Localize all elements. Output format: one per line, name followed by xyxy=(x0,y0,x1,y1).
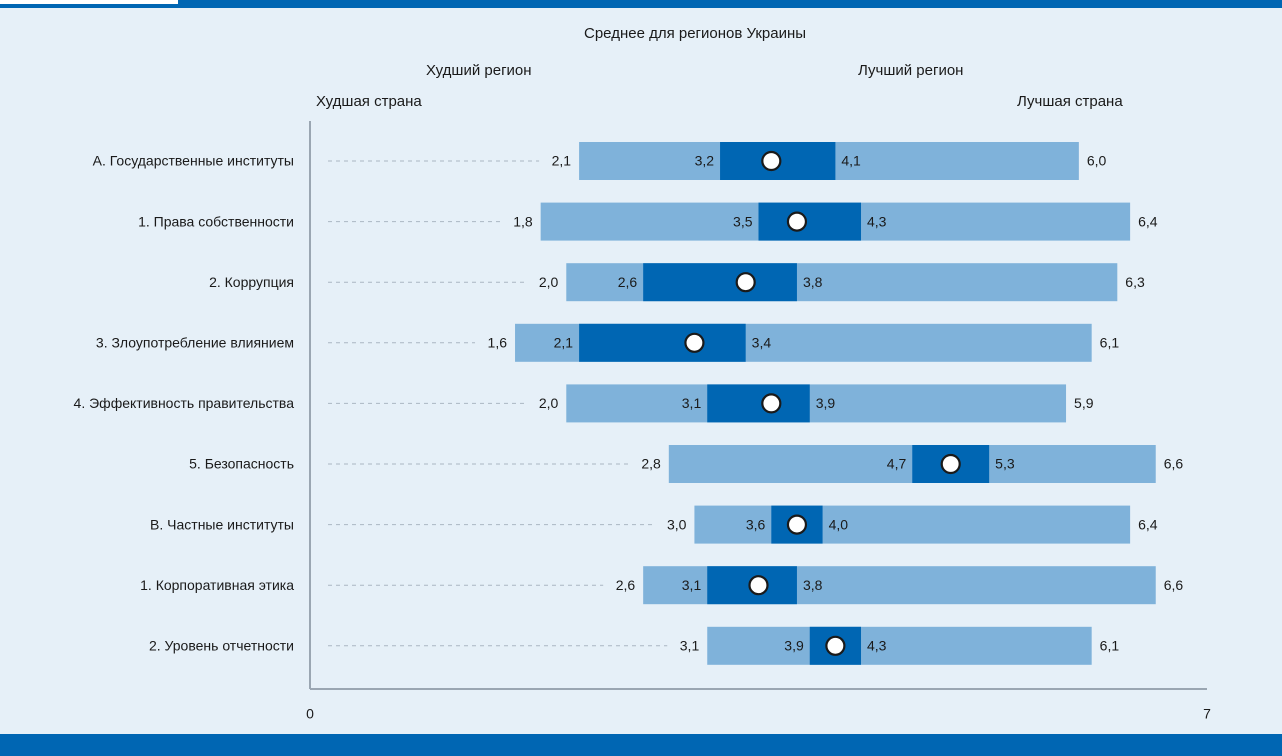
legend-average-label: Среднее для регионов Украины xyxy=(584,25,807,42)
worst-country-value: 2,6 xyxy=(616,577,636,593)
best-country-value: 6,4 xyxy=(1138,516,1158,532)
best-country-value: 6,6 xyxy=(1164,456,1184,472)
best-country-value: 6,1 xyxy=(1100,638,1120,654)
legend-best-region-label: Лучший регион xyxy=(858,62,964,79)
category-label: 1. Корпоративная этика xyxy=(140,577,294,593)
category-label: 2. Уровень отчетности xyxy=(149,638,294,654)
worst-country-value: 3,1 xyxy=(680,638,700,654)
best-region-value: 4,1 xyxy=(841,153,861,169)
best-country-value: 5,9 xyxy=(1074,395,1094,411)
category-label: В. Частные институты xyxy=(150,516,294,532)
top-header-tab xyxy=(0,0,178,4)
x-tick-label: 0 xyxy=(306,706,314,722)
legend-worst-country-label: Худшая страна xyxy=(316,93,422,110)
average-marker xyxy=(786,211,808,232)
worst-region-value: 3,2 xyxy=(695,153,715,169)
top-header-bar xyxy=(0,0,1282,8)
region-range-bar xyxy=(579,323,746,362)
category-label: 3. Злоупотребление влиянием xyxy=(96,335,294,351)
best-country-value: 6,3 xyxy=(1125,274,1145,290)
country-range-bar xyxy=(707,626,1092,665)
worst-region-value: 3,9 xyxy=(784,638,804,654)
best-region-value: 5,3 xyxy=(995,456,1015,472)
worst-region-value: 3,5 xyxy=(733,213,753,229)
worst-country-value: 2,1 xyxy=(552,153,572,169)
x-tick-label: 7 xyxy=(1203,706,1211,722)
bottom-footer-bar xyxy=(0,734,1282,756)
best-region-value: 4,0 xyxy=(829,516,849,532)
worst-region-value: 3,1 xyxy=(682,395,702,411)
best-country-value: 6,6 xyxy=(1164,577,1184,593)
worst-country-value: 2,0 xyxy=(539,395,559,411)
region-range-bar xyxy=(643,263,797,302)
average-marker xyxy=(735,272,756,293)
average-marker xyxy=(825,635,846,656)
average-marker xyxy=(761,150,782,172)
best-region-value: 3,8 xyxy=(803,577,823,593)
best-country-value: 6,1 xyxy=(1100,335,1120,351)
region-range-bar xyxy=(707,384,810,423)
best-region-value: 3,8 xyxy=(803,274,823,290)
average-marker xyxy=(786,514,808,535)
best-region-value: 3,9 xyxy=(816,395,836,411)
region-range-bar xyxy=(758,202,862,241)
best-region-value: 3,4 xyxy=(752,335,772,351)
category-label: 4. Эффективность правительства xyxy=(74,395,295,411)
worst-country-value: 3,0 xyxy=(667,516,687,532)
average-marker xyxy=(940,453,961,475)
country-range-bar xyxy=(694,505,1131,544)
category-label: 5. Безопасность xyxy=(189,456,294,472)
category-label: А. Государственные институты xyxy=(93,153,294,169)
worst-country-value: 2,8 xyxy=(641,456,661,472)
worst-region-value: 2,6 xyxy=(618,274,638,290)
worst-region-value: 4,7 xyxy=(887,456,907,472)
country-range-bar xyxy=(566,384,1067,423)
best-region-value: 4,3 xyxy=(867,213,887,229)
worst-region-value: 2,1 xyxy=(554,335,574,351)
category-label: 2. Коррупция xyxy=(209,274,294,290)
category-label: 1. Права собственности xyxy=(138,213,294,229)
best-country-value: 6,0 xyxy=(1087,153,1107,169)
worst-country-value: 2,0 xyxy=(539,274,559,290)
average-marker xyxy=(748,575,769,596)
legend-best-country-label: Лучшая страна xyxy=(1017,93,1123,110)
best-country-value: 6,4 xyxy=(1138,213,1158,229)
worst-region-value: 3,6 xyxy=(746,516,766,532)
worst-region-value: 3,1 xyxy=(682,577,702,593)
average-marker xyxy=(684,332,705,353)
average-marker xyxy=(761,393,782,414)
worst-country-value: 1,8 xyxy=(513,213,533,229)
best-region-value: 4,3 xyxy=(867,638,887,654)
worst-country-value: 1,6 xyxy=(488,335,508,351)
legend-worst-region-label: Худший регион xyxy=(426,62,532,79)
